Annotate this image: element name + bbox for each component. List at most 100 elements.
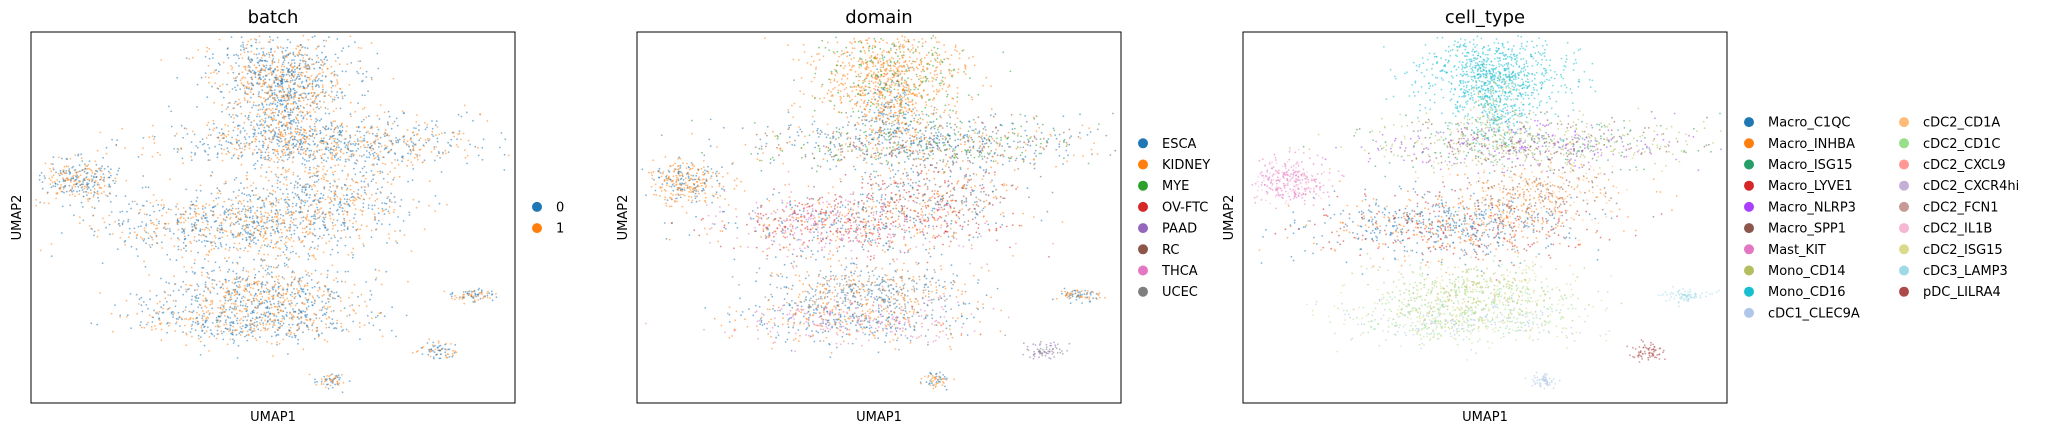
scatter-point (244, 335, 246, 338)
scatter-point (277, 231, 280, 234)
scatter-point (291, 323, 294, 326)
scatter-point (430, 348, 433, 351)
scatter-point (445, 342, 448, 345)
scatter-point (218, 38, 221, 41)
scatter-point (215, 321, 218, 324)
scatter-point (82, 181, 84, 183)
scatter-point (328, 94, 330, 97)
scatter-point (342, 194, 345, 197)
scatter-point (86, 172, 88, 175)
scatter-point (295, 102, 298, 105)
scatter-point (258, 104, 261, 106)
scatter-point (183, 235, 186, 238)
scatter-point (267, 98, 269, 101)
scatter-point (313, 122, 316, 125)
scatter-point (340, 224, 343, 226)
scatter-point (218, 70, 220, 73)
scatter-point (214, 82, 217, 85)
scatter-point (483, 296, 485, 299)
scatter-point (267, 91, 270, 93)
scatter-point (267, 116, 270, 119)
scatter-point (276, 227, 278, 230)
scatter-point (271, 185, 274, 188)
scatter-point (261, 244, 263, 247)
scatter-point (316, 133, 318, 136)
scatter-point (195, 189, 198, 192)
scatter-point (336, 319, 339, 322)
scatter-point (373, 164, 375, 167)
scatter-point (417, 350, 419, 352)
scatter-point (314, 185, 316, 187)
scatter-point (235, 319, 238, 322)
scatter-point (276, 156, 279, 159)
scatter-point (148, 136, 151, 139)
scatter-point (308, 143, 311, 146)
scatter-point (424, 139, 427, 142)
scatter-point (309, 204, 312, 207)
scatter-point (355, 150, 358, 152)
scatter-point (306, 183, 309, 186)
scatter-point (244, 138, 247, 141)
scatter-point (324, 323, 327, 326)
scatter-point (270, 157, 273, 160)
scatter-point (274, 291, 277, 293)
scatter-point (299, 138, 302, 141)
scatter-point (256, 284, 259, 286)
scatter-point (344, 270, 347, 273)
scatter-point (304, 46, 306, 49)
scatter-point (360, 180, 363, 183)
scatter-point (70, 177, 73, 180)
scatter-point (316, 282, 319, 285)
scatter-point (388, 198, 391, 201)
scatter-point (384, 135, 386, 138)
scatter-point (323, 339, 326, 341)
scatter-point (312, 223, 314, 226)
scatter-point (180, 216, 183, 219)
scatter-point (203, 258, 206, 260)
scatter-point (271, 320, 273, 323)
scatter-point (260, 213, 263, 216)
scatter-point (209, 232, 211, 235)
scatter-point (149, 246, 152, 249)
scatter-point (446, 356, 449, 359)
scatter-point (70, 179, 72, 182)
scatter-point (336, 271, 339, 273)
scatter-point (302, 54, 304, 57)
scatter-point (205, 299, 208, 302)
scatter-point (358, 237, 361, 240)
scatter-point (462, 132, 465, 135)
scatter-point (282, 338, 285, 341)
scatter-point (215, 283, 218, 286)
scatter-point (421, 161, 424, 164)
scatter-point (271, 102, 274, 105)
scatter-point (293, 59, 295, 61)
scatter-point (291, 135, 294, 138)
scatter-point (239, 88, 242, 91)
scatter-point (257, 307, 259, 309)
scatter-point (307, 92, 310, 95)
scatter-point (321, 91, 324, 93)
scatter-point (410, 250, 413, 253)
scatter-point (79, 174, 82, 177)
scatter-point (290, 97, 293, 99)
scatter-point (207, 76, 210, 79)
scatter-point (257, 305, 259, 307)
scatter-point (338, 130, 341, 133)
scatter-point (295, 143, 298, 146)
scatter-point (220, 330, 223, 333)
scatter-point (251, 153, 254, 156)
scatter-point (251, 217, 254, 220)
scatter-point (411, 164, 414, 166)
scatter-point (299, 94, 302, 97)
scatter-point (336, 125, 339, 127)
scatter-point (286, 184, 288, 187)
scatter-point (200, 76, 203, 79)
scatter-point (282, 61, 285, 64)
scatter-point (279, 102, 282, 105)
scatter-point (343, 198, 346, 200)
scatter-point (86, 194, 88, 197)
scatter-point (255, 53, 258, 56)
scatter-point (73, 180, 75, 183)
scatter-point (266, 216, 268, 219)
scatter-point (192, 310, 195, 312)
